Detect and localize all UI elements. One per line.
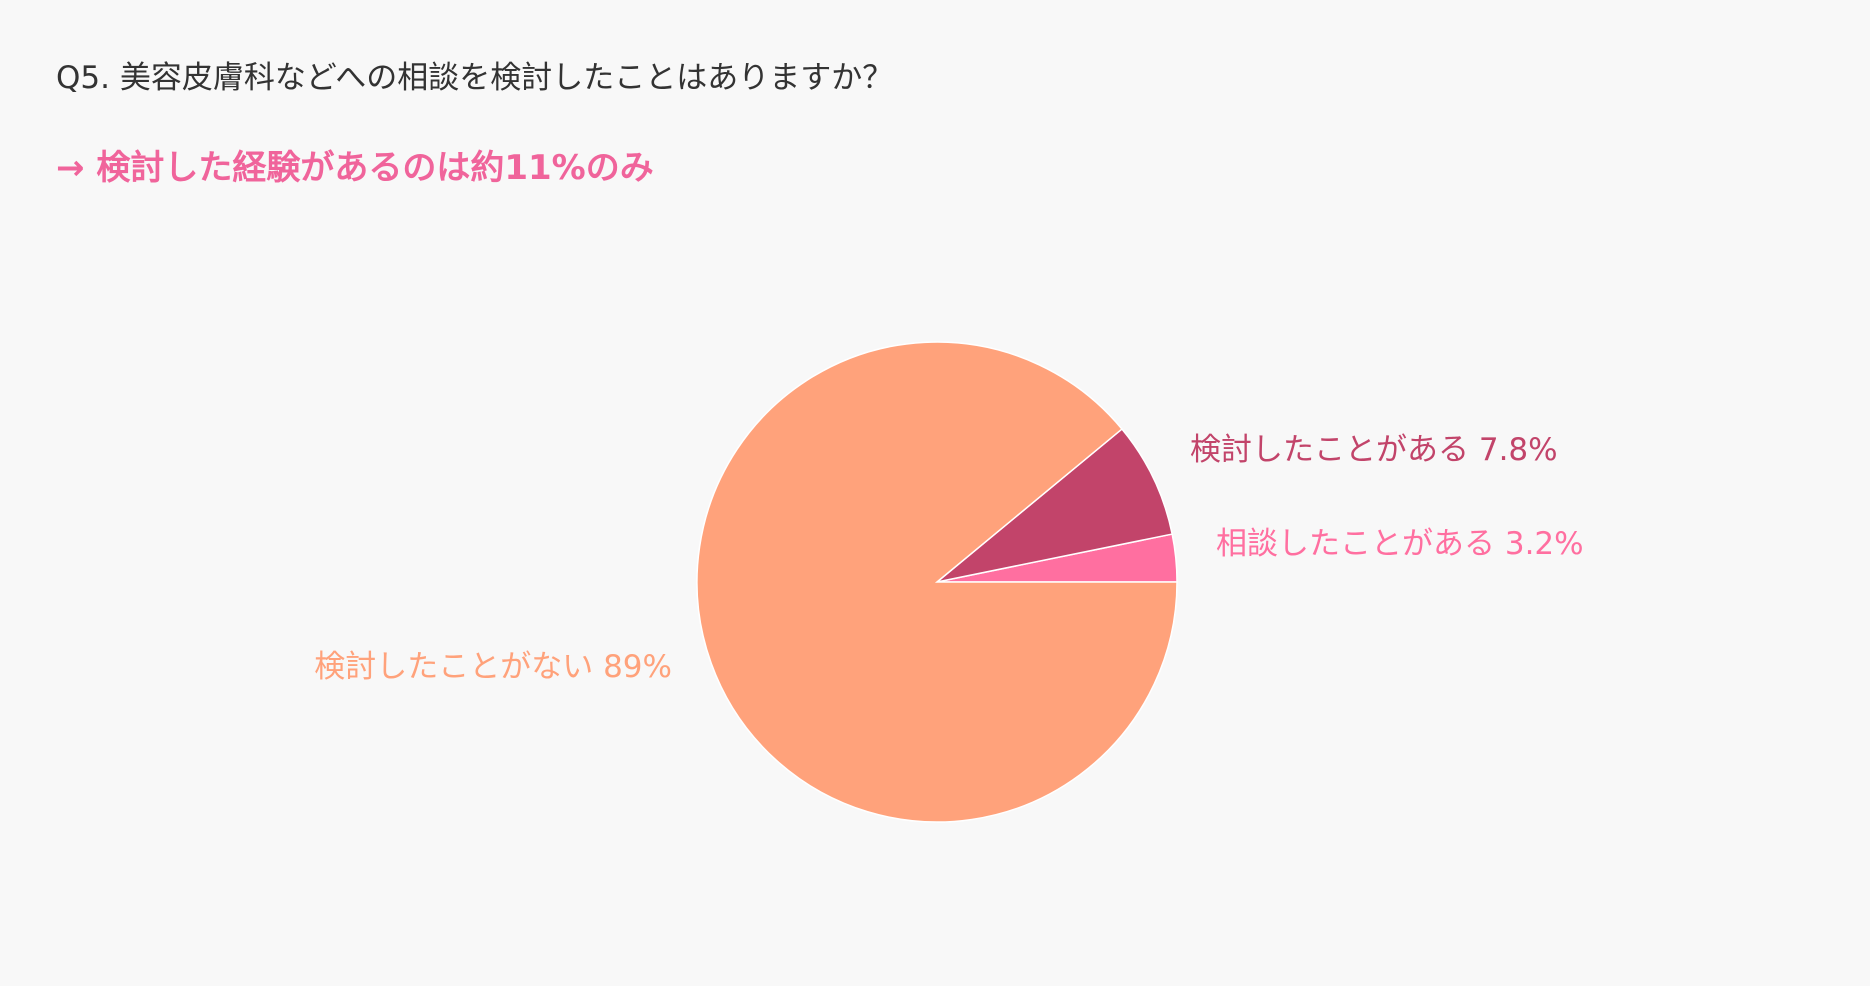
pie-slice: [696, 341, 1178, 823]
pie-slice: [936, 427, 1174, 583]
pie-slices: [696, 341, 1178, 823]
question-title: Q5. 美容皮膚科などへの相談を検討したことはありますか？: [56, 60, 894, 96]
pie-labels: 相談したことがある 3.2% 検討したことがある 7.8% 検討したことがない 89…: [314, 432, 1583, 685]
slice-label: 相談したことがある 3.2%: [1216, 526, 1584, 562]
headline-callout: → 検討した経験があるのは約11%のみ: [56, 148, 654, 188]
slice-label: 検討したことがある 7.8%: [1190, 432, 1558, 468]
slice-label: 検討したことがない 89%: [314, 649, 672, 685]
